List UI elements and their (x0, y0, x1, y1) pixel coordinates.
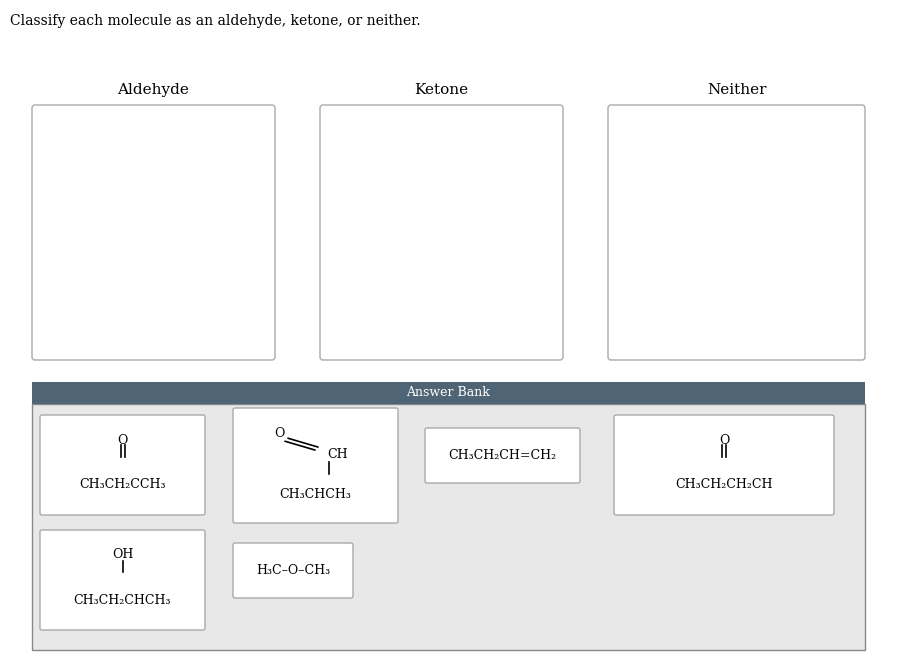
Text: O: O (117, 434, 128, 446)
FancyBboxPatch shape (233, 543, 353, 598)
FancyBboxPatch shape (233, 408, 398, 523)
Text: Aldehyde: Aldehyde (117, 83, 189, 97)
Text: CH₃CH₂CCH₃: CH₃CH₂CCH₃ (79, 479, 166, 491)
FancyBboxPatch shape (608, 105, 865, 360)
FancyBboxPatch shape (32, 105, 275, 360)
FancyBboxPatch shape (425, 428, 580, 483)
FancyBboxPatch shape (40, 415, 205, 515)
Bar (32, 382, 865, 404)
Text: Ketone: Ketone (414, 83, 469, 97)
Text: Answer Bank: Answer Bank (406, 387, 490, 399)
Text: H₃C–O–CH₃: H₃C–O–CH₃ (256, 564, 330, 577)
Text: CH₃CHCH₃: CH₃CHCH₃ (279, 488, 351, 500)
Text: Neither: Neither (706, 83, 766, 97)
FancyBboxPatch shape (320, 105, 563, 360)
FancyBboxPatch shape (40, 530, 205, 630)
FancyBboxPatch shape (614, 415, 834, 515)
Text: CH₃CH₂CH₂CH: CH₃CH₂CH₂CH (675, 479, 773, 491)
Bar (32, 404, 865, 650)
Text: Classify each molecule as an aldehyde, ketone, or neither.: Classify each molecule as an aldehyde, k… (10, 14, 421, 28)
Text: CH₃CH₂CH=CH₂: CH₃CH₂CH=CH₂ (449, 449, 557, 462)
Text: O: O (719, 434, 729, 446)
Text: CH₃CH₂CHCH₃: CH₃CH₂CHCH₃ (74, 594, 171, 606)
Text: CH: CH (327, 448, 348, 461)
Text: OH: OH (112, 549, 133, 561)
Text: O: O (274, 427, 285, 440)
